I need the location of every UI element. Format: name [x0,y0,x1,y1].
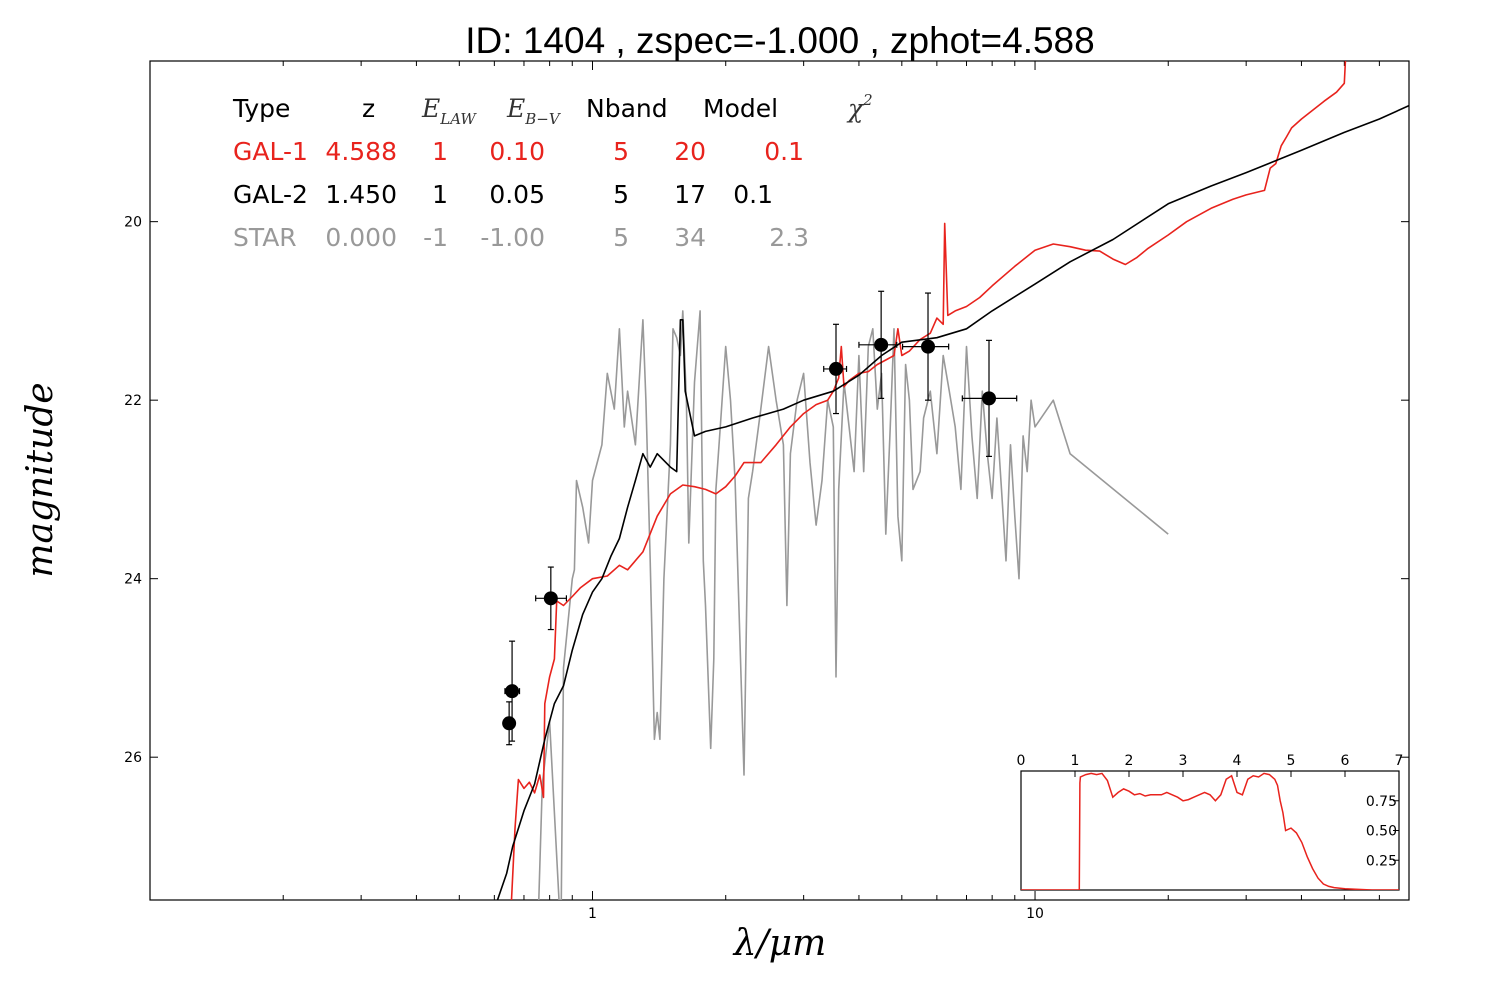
x-axis-label: λ/μm [732,923,826,964]
inset-x-tick-label: 4 [1233,753,1242,769]
y-tick-label: 20 [124,215,142,231]
photometry-point [961,339,1018,458]
y-axis-label: magnitude [20,382,61,577]
legend-cell-model: 34 [674,223,706,252]
legend-cell-model: 17 [674,180,706,209]
inset-y-tick-label: 0.75 [1366,794,1397,810]
legend-header-z: z [362,94,375,123]
legend-header-type: Type [232,94,290,123]
gal1-spectrum-line [510,61,1347,900]
photometry-point [858,290,898,399]
legend-cell-elaw: -1 [423,223,448,252]
legend-cell-type: GAL-2 [233,180,308,209]
x-tick-label: 10 [1026,906,1044,922]
inset-x-tick-label: 2 [1125,753,1134,769]
legend-cell-z: 1.450 [325,180,397,209]
x-axis-ticks: 1 10 [149,61,1410,922]
y-tick-label: 24 [124,572,142,588]
inset-ticks: 0 1 2 3 4 5 6 7 0.25 0.50 0.75 [1017,753,1404,869]
legend-cell-z: 4.588 [325,137,397,166]
legend-row-gal1: GAL-1 4.588 1 0.10 5 20 0.1 [233,137,804,166]
inset-x-tick-label: 5 [1287,753,1296,769]
legend-cell-elaw: 1 [432,180,448,209]
model-spectra [496,61,1409,900]
inset-y-tick-label: 0.25 [1366,853,1397,869]
photometry-points [502,290,1018,746]
legend-cell-nband: 5 [613,180,629,209]
legend-cell-model: 20 [674,137,706,166]
inset-x-tick-label: 7 [1395,753,1404,769]
legend-cell-nband: 5 [613,223,629,252]
photometry-point [901,292,950,401]
inset-x-tick-label: 3 [1179,753,1188,769]
filter-transmission-curve [1021,772,1399,890]
legend-cell-ebv: 0.10 [489,137,545,166]
legend-cell-type: GAL-1 [233,137,308,166]
inset-frame [1020,770,1400,891]
legend-cell-chi2: 0.1 [764,137,804,166]
legend-cell-elaw: 1 [432,137,448,166]
legend-rows: GAL-1 4.588 1 0.10 5 20 0.1 GAL-2 1.450 1 0.05 5 17 0… [233,137,809,252]
legend-cell-ebv: 0.05 [489,180,545,209]
legend-cell-nband: 5 [613,137,629,166]
legend-cell-chi2: 2.3 [769,223,809,252]
legend-cell-type: STAR [233,223,297,252]
legend-header-elaw: ELAW [421,94,477,128]
legend-header-ebv: EB−V [506,94,562,128]
legend-header-nband: Nband [586,94,668,123]
photometry-point [504,640,521,742]
legend-row-star: STAR 0.000 -1 -1.00 5 34 2.3 [233,223,809,252]
y-tick-label: 26 [124,750,142,766]
x-tick-label: 1 [588,906,597,922]
legend-cell-ebv: -1.00 [480,223,545,252]
chart-title: ID: 1404 , zspec=-1.000 , zphot=4.588 [465,20,1094,61]
photometry-point [535,566,568,631]
plot-frame [149,60,1410,901]
legend-table: Type z ELAW EB−V Nband Model χ2 GAL-1 4.5… [232,91,873,252]
inset-y-tick-label: 0.50 [1366,824,1397,840]
legend-row-gal2: GAL-2 1.450 1 0.05 5 17 0.1 [233,180,773,209]
legend-header-chi2: χ2 [846,91,873,123]
y-tick-label: 22 [124,393,142,409]
legend-cell-z: 0.000 [325,223,397,252]
filter-transmission-line [1021,772,1399,890]
inset-x-tick-label: 0 [1017,753,1026,769]
star-spectrum-line [538,310,1169,900]
inset-x-tick-label: 6 [1341,753,1350,769]
inset-x-tick-label: 1 [1071,753,1080,769]
gal2-spectrum-line [496,104,1409,900]
legend-cell-chi2: 0.1 [733,180,773,209]
legend-header-model: Model [703,94,778,123]
photometry-point [823,323,848,415]
photometry-point [502,701,517,746]
filter-inset: 0 1 2 3 4 5 6 7 0.25 0.50 0.75 [1017,753,1404,891]
